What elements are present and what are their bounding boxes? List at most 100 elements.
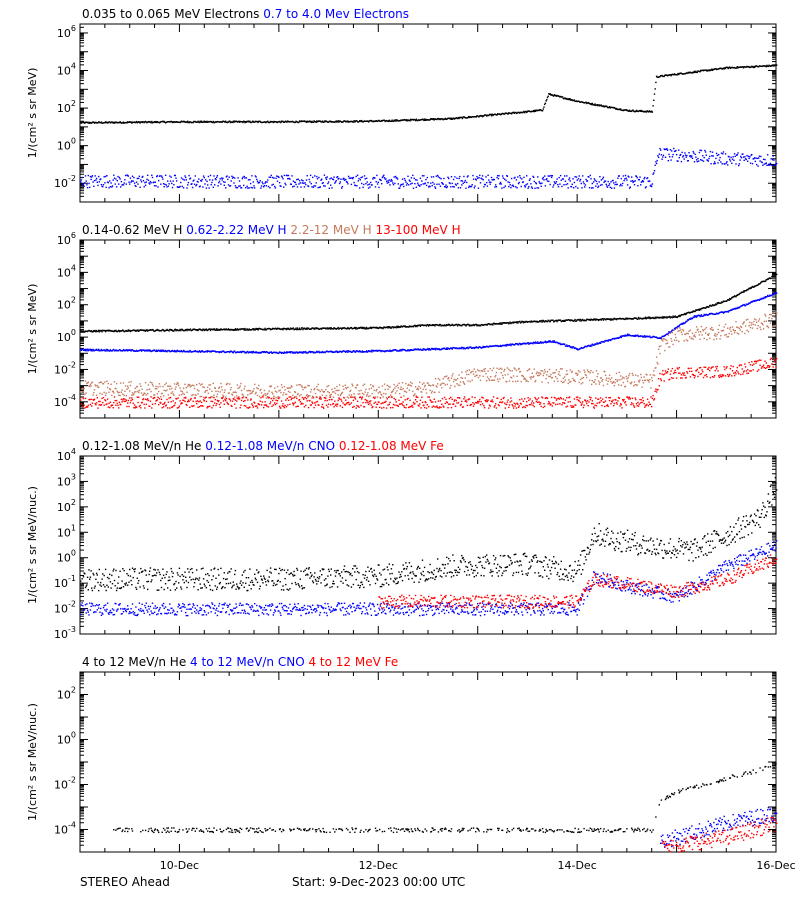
data-point xyxy=(572,184,573,185)
data-point xyxy=(217,175,218,176)
data-point xyxy=(775,165,776,166)
data-point xyxy=(393,184,394,185)
data-point xyxy=(652,105,653,106)
data-point xyxy=(342,392,343,393)
data-point xyxy=(478,347,479,348)
data-point xyxy=(182,186,183,187)
data-point xyxy=(86,349,87,350)
data-point xyxy=(314,175,315,176)
data-point xyxy=(601,179,602,180)
data-point xyxy=(517,176,518,177)
data-point xyxy=(282,329,283,330)
data-point xyxy=(300,182,301,183)
data-point xyxy=(222,395,223,396)
data-point xyxy=(95,179,96,180)
data-point xyxy=(165,390,166,391)
data-point xyxy=(369,395,370,396)
series-2 xyxy=(80,148,777,189)
data-point xyxy=(333,328,334,329)
data-point xyxy=(563,178,564,179)
data-point xyxy=(476,176,477,177)
data-point xyxy=(336,350,337,351)
data-point xyxy=(422,350,423,351)
data-point xyxy=(744,156,745,157)
data-point xyxy=(186,392,187,393)
data-point xyxy=(577,180,578,181)
data-point xyxy=(591,104,592,105)
data-point xyxy=(384,120,385,121)
data-point xyxy=(295,184,296,185)
data-point xyxy=(186,122,187,123)
data-point xyxy=(217,391,218,392)
data-point xyxy=(456,178,457,179)
data-point xyxy=(603,319,604,320)
data-point xyxy=(190,328,191,329)
data-point xyxy=(580,319,581,320)
data-point xyxy=(316,386,317,387)
data-point xyxy=(374,177,375,178)
data-point xyxy=(358,180,359,181)
data-point xyxy=(310,391,311,392)
data-point xyxy=(476,179,477,180)
data-point xyxy=(145,185,146,186)
data-point xyxy=(124,395,125,396)
data-point xyxy=(235,392,236,393)
data-point xyxy=(627,334,628,335)
data-point xyxy=(291,386,292,387)
data-point xyxy=(358,393,359,394)
data-point xyxy=(339,384,340,385)
data-point xyxy=(556,320,557,321)
data-point xyxy=(300,329,301,330)
data-point xyxy=(117,180,118,181)
data-point xyxy=(191,385,192,386)
data-point xyxy=(382,396,383,397)
data-point xyxy=(113,392,114,393)
data-point xyxy=(179,395,180,396)
data-point xyxy=(179,186,180,187)
data-point xyxy=(88,350,89,351)
data-point xyxy=(97,185,98,186)
data-point xyxy=(87,187,88,188)
data-point xyxy=(268,186,269,187)
data-point xyxy=(141,392,142,393)
data-point xyxy=(229,392,230,393)
data-point xyxy=(141,181,142,182)
data-point xyxy=(592,103,593,104)
data-point xyxy=(523,111,524,112)
data-point xyxy=(505,180,506,181)
data-point xyxy=(316,176,317,177)
data-point xyxy=(376,181,377,182)
data-point xyxy=(759,156,760,157)
data-point xyxy=(219,181,220,182)
data-point xyxy=(269,187,270,188)
data-point xyxy=(766,296,767,297)
data-point xyxy=(303,183,304,184)
data-point xyxy=(207,387,208,388)
data-point xyxy=(360,177,361,178)
data-point xyxy=(718,154,719,155)
data-point xyxy=(90,349,91,350)
data-point xyxy=(246,177,247,178)
data-point xyxy=(86,184,87,185)
data-point xyxy=(708,160,709,161)
data-point xyxy=(82,388,83,389)
data-point xyxy=(316,122,317,123)
data-point xyxy=(89,386,90,387)
data-point xyxy=(764,163,765,164)
data-point xyxy=(710,163,711,164)
data-point xyxy=(434,186,435,187)
data-point xyxy=(637,335,638,336)
data-point xyxy=(654,170,655,171)
data-point xyxy=(532,343,533,344)
data-point xyxy=(527,342,528,343)
data-point xyxy=(127,386,128,387)
data-point xyxy=(722,163,723,164)
y-tick-label: 10-4 xyxy=(54,393,76,409)
data-point xyxy=(588,176,589,177)
data-point xyxy=(546,178,547,179)
data-point xyxy=(194,388,195,389)
y-tick-label: 104 xyxy=(57,263,76,279)
data-point xyxy=(293,181,294,182)
data-point xyxy=(377,183,378,184)
data-point xyxy=(552,340,553,341)
